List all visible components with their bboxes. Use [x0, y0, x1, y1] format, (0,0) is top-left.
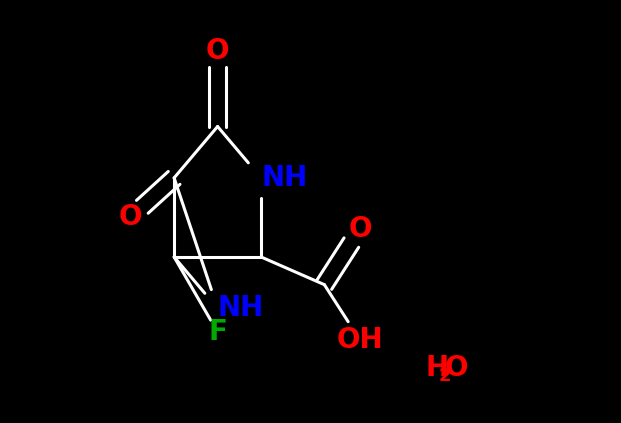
Text: OH: OH — [337, 326, 383, 354]
Text: O: O — [119, 203, 142, 231]
Text: O: O — [206, 37, 229, 66]
Text: H: H — [425, 354, 448, 382]
Text: NH: NH — [261, 164, 307, 192]
Text: 2: 2 — [438, 367, 451, 385]
Text: O: O — [445, 354, 468, 382]
Text: NH: NH — [217, 294, 264, 322]
Text: F: F — [208, 318, 227, 346]
Text: O: O — [348, 215, 371, 243]
